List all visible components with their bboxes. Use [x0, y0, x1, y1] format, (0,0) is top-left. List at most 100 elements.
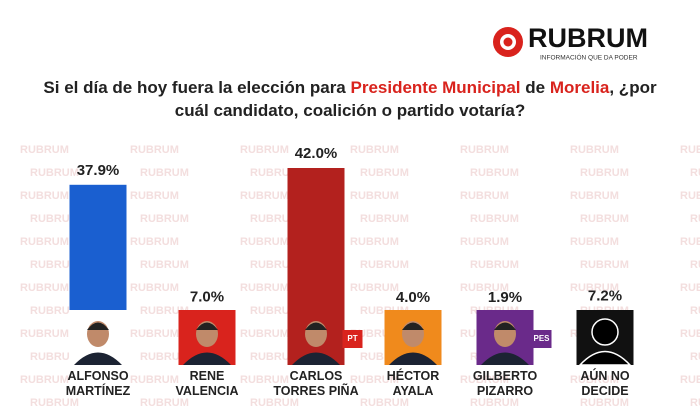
value-label: 42.0% [295, 145, 338, 162]
watermark: RUBRUM [690, 305, 700, 317]
watermark: RUBRUM [140, 213, 189, 225]
watermark: RUBRUM [680, 282, 700, 294]
watermark: RUBRUM [690, 259, 700, 271]
watermark: RUBRUM [250, 351, 299, 363]
watermark: RUBRUM [360, 259, 409, 271]
party-badge [531, 330, 552, 348]
value-label: 7.2% [588, 287, 622, 304]
person-hair [402, 322, 424, 330]
watermark: RUBRUM [580, 397, 629, 409]
watermark: RUBRUM [130, 374, 179, 386]
watermark: RUBRUM [580, 259, 629, 271]
watermark: RUBRUM [570, 190, 619, 202]
watermark: RUBRUM [130, 236, 179, 248]
watermark: RUBRUM [30, 397, 79, 409]
watermark: RUBRUM [460, 190, 509, 202]
chart-title: Si el día de hoy fuera la elección para … [40, 76, 660, 122]
watermark: RUBRUM [20, 374, 69, 386]
watermark: RUBRUM [350, 190, 399, 202]
watermark: RUBRUM [350, 282, 399, 294]
party-badge [342, 330, 363, 348]
watermark: RUBRUM [570, 236, 619, 248]
watermark: RUBRUM [240, 236, 289, 248]
watermark: RUBRUM [470, 167, 519, 179]
watermark: RUBRUM [140, 167, 189, 179]
logo-icon-dot [503, 37, 513, 47]
watermark: RUBRUM [470, 397, 519, 409]
watermark: RUBRUM [360, 167, 409, 179]
watermark: RUBRUM [140, 351, 189, 363]
category-label: ALFONSO MARTÍNEZ [65, 369, 131, 398]
watermark: RUBRUM [30, 351, 79, 363]
watermark: RUBRUM [240, 190, 289, 202]
watermark: RUBRUM [350, 236, 399, 248]
watermark: RUBRUM [680, 190, 700, 202]
watermark: RUBRUM [250, 213, 299, 225]
watermark: RUBRUM [130, 282, 179, 294]
title-part: Si el día de hoy fuera la elección para [43, 78, 351, 97]
watermark: RUBRUM [30, 259, 79, 271]
watermark: RUBRUM [250, 167, 299, 179]
watermark: RUBRUM [250, 397, 299, 409]
watermark: RUBRUM [20, 190, 69, 202]
watermark: RUBRUM [30, 305, 79, 317]
watermark: RUBRUM [690, 351, 700, 363]
value-label: 7.0% [190, 288, 224, 305]
category-label: AÚN NO DECIDE [580, 369, 630, 398]
person-body [389, 352, 437, 365]
watermark: RUBRUM [20, 328, 69, 340]
value-label: 37.9% [77, 162, 120, 179]
watermark: RUBRUM [570, 374, 619, 386]
watermark: RUBRUM [250, 305, 299, 317]
watermark: RUBRUM [240, 144, 289, 156]
person-body [481, 352, 529, 365]
person-body [292, 352, 340, 365]
watermark: RUBRUM [140, 397, 189, 409]
watermark: RUBRUM [680, 144, 700, 156]
watermark: RUBRUM [580, 167, 629, 179]
watermark: RUBRUM [470, 259, 519, 271]
person-hair [87, 322, 109, 330]
watermark: RUBRUM [240, 374, 289, 386]
title-part: , ¿por cuál candidato, coalición o parti… [174, 78, 657, 120]
person-hair [305, 322, 327, 330]
person-hair [196, 322, 218, 330]
person-hair [494, 322, 516, 330]
watermark: RUBRUM [680, 328, 700, 340]
watermarks: RUBRUM RUBRUM RUBRUM RUBRUM RUBRUM RUBRUM RUB R… [20, 144, 700, 409]
watermark: RUBRUM [680, 236, 700, 248]
title-part: de [520, 78, 550, 97]
watermark: RUBRUM [690, 397, 700, 409]
watermark: RUBRUM [690, 167, 700, 179]
watermark: RUBRUM [130, 328, 179, 340]
watermark: RUBRUM [30, 167, 79, 179]
watermark: RUBRUM [130, 144, 179, 156]
watermark: RUBRUM [470, 213, 519, 225]
watermark: RUBRUM [20, 282, 69, 294]
category-label: RENE VALENCIA [175, 369, 239, 398]
watermark: RUBRUM [360, 213, 409, 225]
watermark: RUBRUM [580, 213, 629, 225]
watermark: RUBRUM [130, 190, 179, 202]
party-badge-label: PES [533, 334, 550, 343]
watermark: RUBRUM [140, 259, 189, 271]
person-body [183, 352, 231, 365]
watermark: RUBRUM [20, 144, 69, 156]
watermark: RUBRUM [240, 328, 289, 340]
watermark: RUBRUM [250, 259, 299, 271]
watermark: RUBRUM [680, 374, 700, 386]
category-label: GILBERTO PIZARRO [472, 369, 538, 398]
watermark: RUBRUM [30, 213, 79, 225]
logo-name: RUBRUM [528, 23, 648, 53]
category-label: CARLOS TORRES PIÑA [273, 369, 359, 398]
watermark: RUBRUM [20, 236, 69, 248]
watermark: RUBRUM [570, 282, 619, 294]
silhouette-body [578, 350, 632, 366]
value-label: 1.9% [488, 289, 522, 306]
logo-tagline: INFORMACIÓN QUE DA PODER [540, 53, 638, 62]
watermark: RUBRUM [360, 397, 409, 409]
party-badge-label: PT [347, 334, 357, 343]
watermark: RUBRUM [690, 213, 700, 225]
